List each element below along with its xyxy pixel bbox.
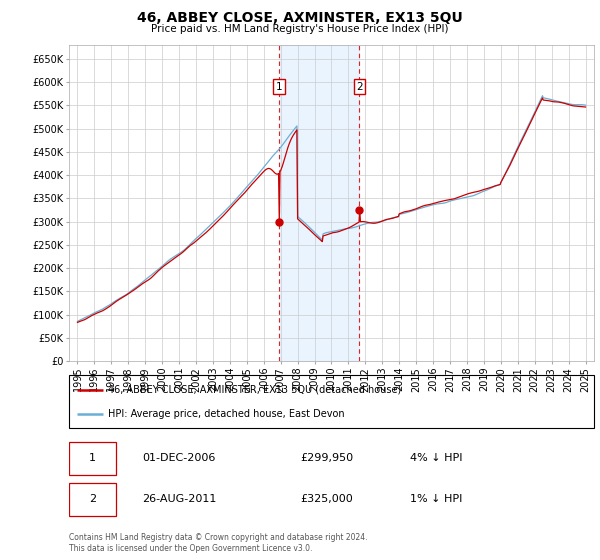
FancyBboxPatch shape (69, 483, 116, 516)
Text: 1% ↓ HPI: 1% ↓ HPI (410, 494, 463, 504)
Text: 1: 1 (89, 453, 96, 463)
Text: 2: 2 (89, 494, 96, 504)
Text: £325,000: £325,000 (300, 494, 353, 504)
Text: 01-DEC-2006: 01-DEC-2006 (143, 453, 216, 463)
Text: Contains HM Land Registry data © Crown copyright and database right 2024.
This d: Contains HM Land Registry data © Crown c… (69, 533, 367, 553)
Text: 46, ABBEY CLOSE, AXMINSTER, EX13 5QU (detached house): 46, ABBEY CLOSE, AXMINSTER, EX13 5QU (de… (109, 385, 401, 395)
Text: 26-AUG-2011: 26-AUG-2011 (143, 494, 217, 504)
Text: 4% ↓ HPI: 4% ↓ HPI (410, 453, 463, 463)
Text: 2: 2 (356, 82, 363, 92)
Text: 46, ABBEY CLOSE, AXMINSTER, EX13 5QU: 46, ABBEY CLOSE, AXMINSTER, EX13 5QU (137, 11, 463, 25)
Text: HPI: Average price, detached house, East Devon: HPI: Average price, detached house, East… (109, 409, 345, 419)
Text: Price paid vs. HM Land Registry's House Price Index (HPI): Price paid vs. HM Land Registry's House … (151, 24, 449, 34)
Text: 1: 1 (276, 82, 283, 92)
FancyBboxPatch shape (69, 442, 116, 475)
Text: £299,950: £299,950 (300, 453, 353, 463)
